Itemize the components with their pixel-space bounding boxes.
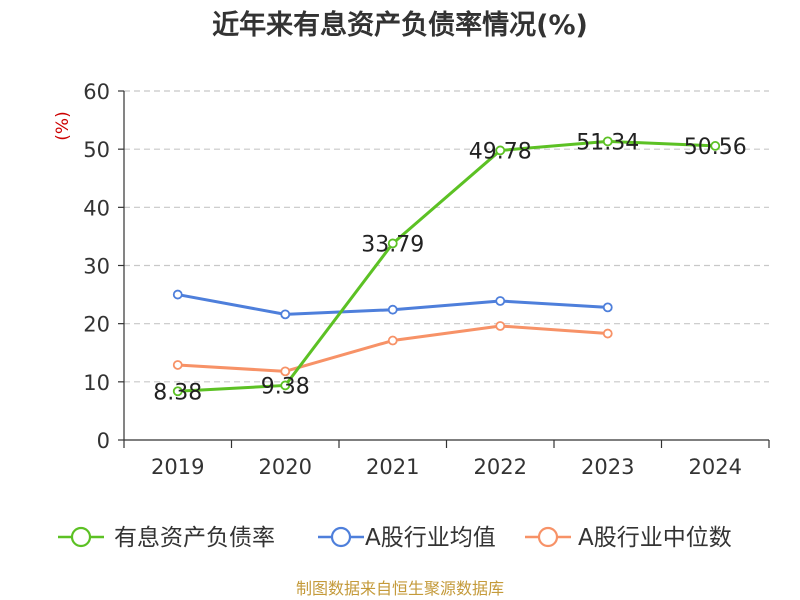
y-tick-label: 0 — [97, 429, 110, 453]
axes: 0 10 20 30 40 50 60 2019 2020 2021 2022 2023 2024 — [83, 80, 770, 479]
data-point — [495, 321, 506, 331]
series-1 — [172, 289, 613, 320]
legend-item: 有息资产负债率 — [58, 525, 275, 551]
series-0 — [172, 136, 721, 397]
y-tick-label: 20 — [83, 313, 110, 337]
data-label: 49.78 — [469, 139, 532, 164]
series-line — [177, 139, 716, 393]
data-labels: 8.38 9.38 33.79 49.78 51.34 50.56 — [153, 130, 746, 405]
legend-marker — [330, 526, 352, 548]
y-axis-unit-label: (%) — [53, 111, 73, 140]
data-label: 8.38 — [153, 380, 202, 405]
chart-title: 近年来有息资产负债率情况(%) — [212, 9, 588, 41]
x-tick-label: 2019 — [151, 455, 204, 479]
x-tick-label: 2020 — [259, 455, 312, 479]
data-point — [387, 238, 398, 249]
y-tick-label: 10 — [83, 371, 110, 395]
legend-label: A股行业均值 — [365, 525, 496, 551]
x-tick-label: 2023 — [581, 455, 634, 479]
data-label: 33.79 — [361, 232, 424, 257]
data-point — [280, 309, 291, 320]
data-point — [710, 141, 721, 151]
data-point — [495, 296, 506, 306]
data-label: 50.56 — [684, 135, 747, 160]
data-label: 51.34 — [576, 130, 639, 155]
data-point — [280, 366, 291, 377]
data-point — [280, 380, 291, 391]
x-tick-label: 2024 — [689, 455, 742, 479]
series-layer — [172, 136, 721, 397]
legend-marker — [70, 526, 92, 548]
x-tick-label: 2021 — [366, 455, 419, 479]
data-point — [387, 304, 398, 315]
legend-label: A股行业中位数 — [578, 525, 732, 551]
y-tick-label: 40 — [83, 196, 110, 220]
series-2 — [172, 321, 613, 377]
y-tick-label: 30 — [83, 255, 110, 279]
legend-marker — [537, 526, 559, 548]
data-point — [602, 302, 613, 313]
legend-item: A股行业均值 — [318, 525, 496, 551]
y-tick-label: 60 — [83, 80, 110, 104]
legend-item: A股行业中位数 — [525, 525, 732, 551]
source-note: 制图数据来自恒生聚源数据库 — [296, 579, 504, 598]
legend: 有息资产负债率 A股行业均值 A股行业中位数 — [58, 525, 732, 551]
y-tick-label: 50 — [83, 138, 110, 162]
legend-label: 有息资产负债率 — [114, 525, 275, 551]
data-point — [387, 335, 398, 346]
data-point — [172, 289, 183, 300]
data-point — [172, 386, 183, 397]
data-point — [602, 136, 613, 147]
data-point — [495, 145, 506, 156]
series-line — [177, 324, 608, 373]
data-point — [602, 328, 613, 339]
data-point — [172, 360, 183, 370]
grid-lines — [124, 90, 769, 383]
data-label: 9.38 — [261, 374, 310, 399]
x-tick-label: 2022 — [474, 455, 527, 479]
